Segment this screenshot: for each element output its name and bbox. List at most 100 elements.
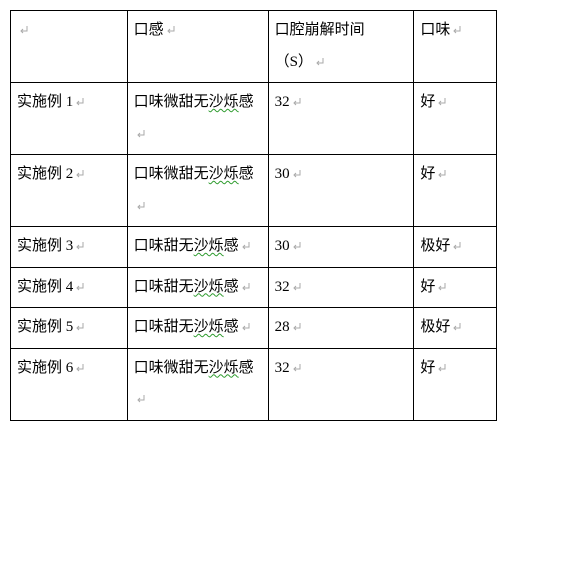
row-label-cell: 实施例 2 bbox=[11, 155, 128, 227]
rating-value: 好 bbox=[420, 360, 435, 376]
row-label-cell: 实施例 5 bbox=[11, 308, 128, 349]
header-label: （S） bbox=[275, 54, 313, 70]
row-label-cell: 实施例 1 bbox=[11, 83, 128, 155]
time-cell: 30 bbox=[268, 227, 414, 268]
time-cell: 30 bbox=[268, 155, 414, 227]
enter-mark-icon bbox=[292, 97, 302, 107]
rating-cell: 好 bbox=[414, 83, 497, 155]
enter-mark-icon bbox=[241, 322, 251, 332]
plain-text: 口味甜无 bbox=[134, 279, 194, 295]
rating-cell: 好 bbox=[414, 348, 497, 420]
plain-text: 口味甜无 bbox=[134, 238, 194, 254]
time-value: 30 bbox=[275, 238, 290, 254]
table-row: 实施例 4 口味甜无沙烁感 32 好 bbox=[11, 267, 497, 308]
time-value: 32 bbox=[275, 360, 290, 376]
enter-mark-icon bbox=[241, 282, 251, 292]
enter-mark-icon bbox=[437, 169, 447, 179]
enter-mark-icon bbox=[75, 282, 85, 292]
wavy-text: 沙烁 bbox=[194, 279, 224, 295]
row-label-cell: 实施例 6 bbox=[11, 348, 128, 420]
header-cell-blank bbox=[11, 11, 128, 83]
plain-text: 口味甜无 bbox=[134, 319, 194, 335]
table-body: 口感口腔崩解时间（S）口味实施例 1口味微甜无沙烁感32好实施例 2口味微甜无沙… bbox=[11, 11, 497, 421]
plain-text: 感 bbox=[224, 319, 239, 335]
enter-mark-icon bbox=[75, 363, 85, 373]
enter-mark-icon bbox=[292, 241, 302, 251]
rating-cell: 好 bbox=[414, 267, 497, 308]
header-cell-time: 口腔崩解时间 （S） bbox=[268, 11, 414, 83]
wavy-text: 沙烁 bbox=[194, 238, 224, 254]
enter-mark-icon bbox=[452, 25, 462, 35]
enter-mark-icon bbox=[75, 322, 85, 332]
enter-mark-icon bbox=[166, 25, 176, 35]
time-value: 32 bbox=[275, 94, 290, 110]
time-cell: 28 bbox=[268, 308, 414, 349]
row-label-cell: 实施例 4 bbox=[11, 267, 128, 308]
time-value: 30 bbox=[275, 166, 290, 182]
row-label: 实施例 4 bbox=[17, 279, 73, 295]
plain-text: 感 bbox=[239, 166, 254, 182]
rating-value: 好 bbox=[420, 94, 435, 110]
enter-mark-icon bbox=[437, 363, 447, 373]
taste-cell: 口味甜无沙烁感 bbox=[127, 227, 268, 268]
enter-mark-icon bbox=[241, 241, 251, 251]
plain-text: 感 bbox=[224, 279, 239, 295]
enter-mark-icon bbox=[136, 394, 146, 404]
enter-mark-icon bbox=[19, 25, 29, 35]
table-row: 实施例 2 口味微甜无沙烁感 30 好 bbox=[11, 155, 497, 227]
enter-mark-icon bbox=[292, 363, 302, 373]
row-label: 实施例 2 bbox=[17, 166, 73, 182]
enter-mark-icon bbox=[75, 241, 85, 251]
taste-cell: 口味甜无沙烁感 bbox=[127, 267, 268, 308]
rating-value: 好 bbox=[420, 166, 435, 182]
enter-mark-icon bbox=[136, 129, 146, 139]
header-label: 口味 bbox=[420, 22, 450, 38]
row-label: 实施例 3 bbox=[17, 238, 73, 254]
enter-mark-icon bbox=[75, 97, 85, 107]
table-row: 实施例 5口味甜无沙烁感28极好 bbox=[11, 308, 497, 349]
time-value: 32 bbox=[275, 279, 290, 295]
table-row: 口感 口腔崩解时间 （S） 口味 bbox=[11, 11, 497, 83]
plain-text: 口味微甜无 bbox=[134, 94, 209, 110]
enter-mark-icon bbox=[437, 282, 447, 292]
time-cell: 32 bbox=[268, 83, 414, 155]
table-row: 实施例 6 口味微甜无沙烁感 32 好 bbox=[11, 348, 497, 420]
enter-mark-icon bbox=[437, 97, 447, 107]
rating-cell: 极好 bbox=[414, 227, 497, 268]
wavy-text: 沙烁 bbox=[194, 319, 224, 335]
taste-cell: 口味甜无沙烁感 bbox=[127, 308, 268, 349]
time-cell: 32 bbox=[268, 348, 414, 420]
header-label: 口感 bbox=[134, 22, 164, 38]
enter-mark-icon bbox=[292, 282, 302, 292]
plain-text: 感 bbox=[224, 238, 239, 254]
enter-mark-icon bbox=[452, 322, 462, 332]
wavy-text: 沙烁 bbox=[209, 360, 239, 376]
taste-cell: 口味微甜无沙烁感 bbox=[127, 83, 268, 155]
wavy-text: 沙烁 bbox=[209, 94, 239, 110]
table-wrapper: 口感口腔崩解时间（S）口味实施例 1口味微甜无沙烁感32好实施例 2口味微甜无沙… bbox=[0, 0, 567, 431]
time-value: 28 bbox=[275, 319, 290, 335]
taste-cell: 口味微甜无沙烁感 bbox=[127, 348, 268, 420]
plain-text: 口味微甜无 bbox=[134, 166, 209, 182]
time-cell: 32 bbox=[268, 267, 414, 308]
header-cell-taste: 口感 bbox=[127, 11, 268, 83]
rating-value: 极好 bbox=[420, 238, 450, 254]
wavy-text: 沙烁 bbox=[209, 166, 239, 182]
rating-cell: 好 bbox=[414, 155, 497, 227]
enter-mark-icon bbox=[452, 241, 462, 251]
row-label: 实施例 6 bbox=[17, 360, 73, 376]
plain-text: 感 bbox=[239, 94, 254, 110]
rating-value: 极好 bbox=[420, 319, 450, 335]
header-cell-rating: 口味 bbox=[414, 11, 497, 83]
data-table: 口感口腔崩解时间（S）口味实施例 1口味微甜无沙烁感32好实施例 2口味微甜无沙… bbox=[10, 10, 497, 421]
enter-mark-icon bbox=[292, 169, 302, 179]
header-label: 口腔崩解时间 bbox=[275, 22, 365, 38]
table-row: 实施例 3 口味甜无沙烁感 30 极好 bbox=[11, 227, 497, 268]
enter-mark-icon bbox=[75, 169, 85, 179]
rating-cell: 极好 bbox=[414, 308, 497, 349]
enter-mark-icon bbox=[136, 201, 146, 211]
row-label: 实施例 1 bbox=[17, 94, 73, 110]
row-label-cell: 实施例 3 bbox=[11, 227, 128, 268]
rating-value: 好 bbox=[420, 279, 435, 295]
enter-mark-icon bbox=[292, 322, 302, 332]
